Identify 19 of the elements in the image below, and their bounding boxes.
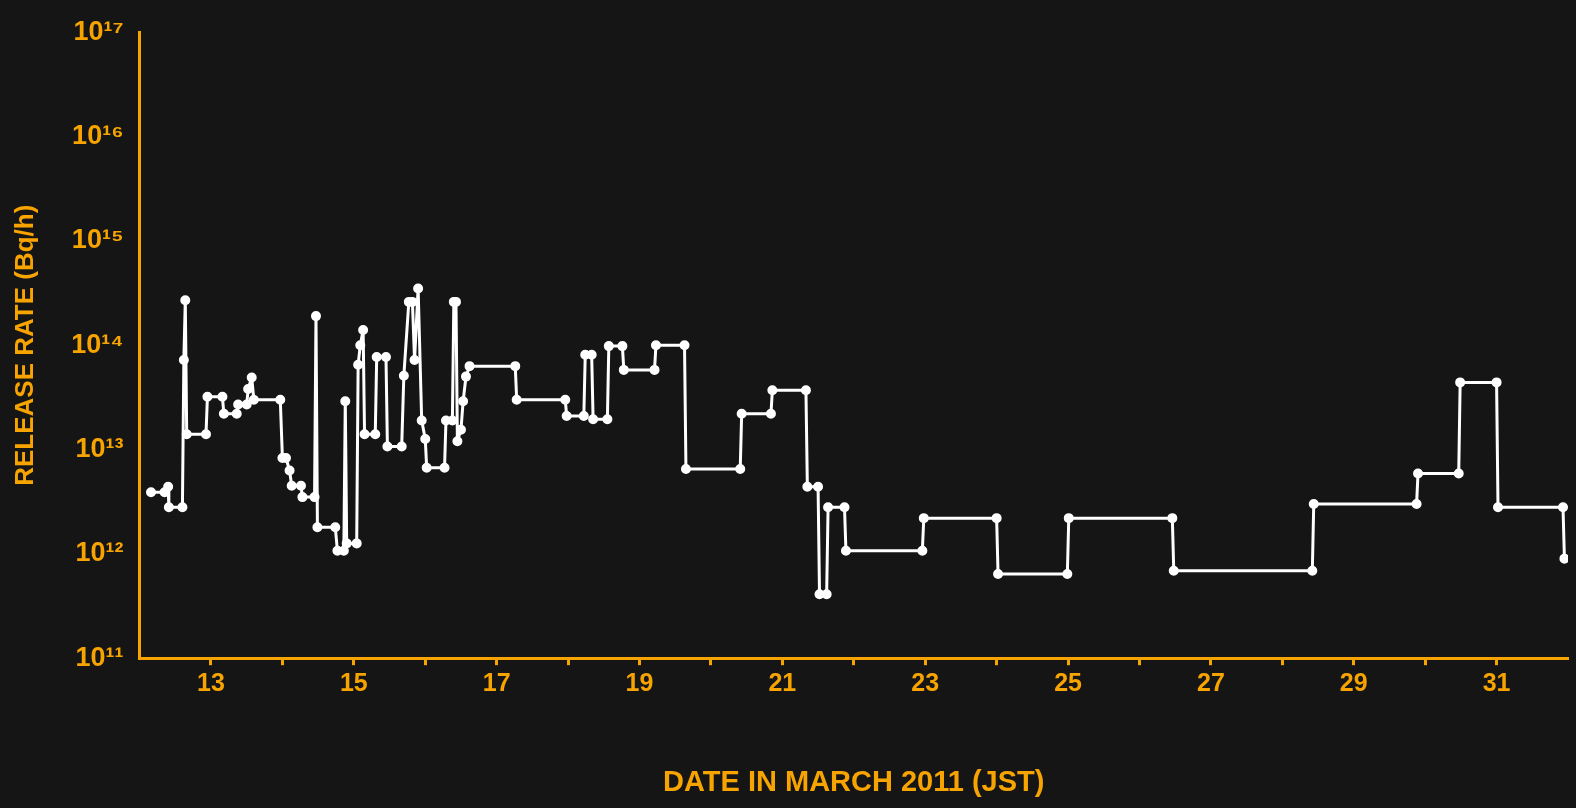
x-tick-label: 17: [482, 668, 511, 697]
y-tick-label: 10¹⁵: [71, 224, 124, 255]
y-tick-label: 10¹³: [75, 432, 124, 463]
x-tick-label: 23: [911, 668, 940, 697]
x-tick-label: 21: [768, 668, 797, 697]
x-tick-label: 13: [197, 668, 225, 697]
x-tick-label: 15: [339, 668, 368, 697]
x-tick-label: 19: [625, 668, 654, 697]
x-axis-title: DATE IN MARCH 2011 (JST): [663, 764, 1045, 797]
x-tick-label: 27: [1196, 668, 1225, 697]
x-tick-label: 31: [1482, 668, 1511, 697]
x-tick-label: 29: [1339, 668, 1368, 697]
x-tick-label: 25: [1054, 668, 1083, 697]
y-tick-label: 10¹⁴: [71, 328, 124, 359]
y-tick-label: 10¹⁶: [72, 119, 124, 150]
y-tick-label: 10¹²: [75, 537, 124, 568]
y-tick-label: 10¹¹: [75, 641, 124, 672]
y-tick-label: 10¹⁷: [73, 15, 124, 46]
y-axis-title: RELEASE RATE (Bq/h): [8, 204, 39, 486]
